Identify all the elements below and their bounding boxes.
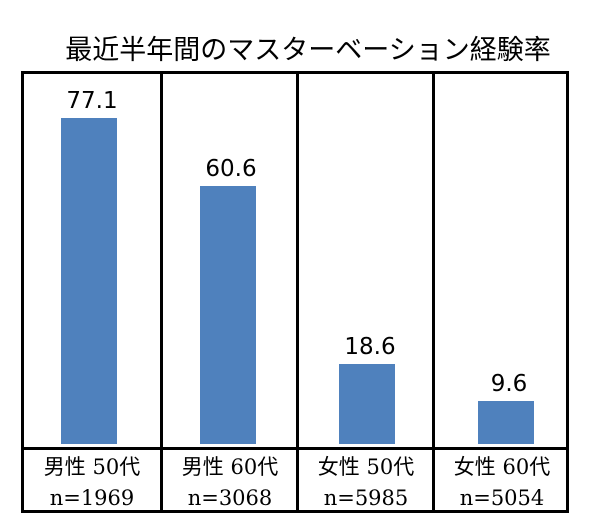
sample-size: n=5054 — [459, 486, 545, 510]
bar-female-60s — [478, 401, 534, 444]
category-label: 女性 60代 — [453, 455, 551, 479]
column-divider — [296, 74, 299, 510]
sample-size: n=5985 — [323, 486, 409, 510]
bar-female-50s — [339, 364, 395, 444]
category-label: 男性 50代 — [43, 455, 141, 479]
bar-male-50s — [61, 118, 117, 444]
column-divider — [160, 74, 163, 510]
value-label: 77.1 — [66, 88, 118, 114]
category-label: 女性 50代 — [317, 455, 415, 479]
bar-male-60s — [200, 186, 256, 444]
value-label: 60.6 — [205, 156, 257, 182]
column-divider — [432, 74, 435, 510]
label-separator — [24, 447, 566, 450]
value-label: 9.6 — [490, 371, 528, 397]
value-label: 18.6 — [344, 334, 396, 360]
sample-size: n=1969 — [49, 486, 135, 510]
sample-size: n=3068 — [187, 486, 273, 510]
chart-title: 最近半年間のマスターベーション経験率 — [65, 35, 551, 66]
category-label: 男性 60代 — [181, 455, 279, 479]
chart-frame: 77.1 男性 50代 n=1969 60.6 男性 60代 n=3068 18… — [21, 71, 569, 513]
